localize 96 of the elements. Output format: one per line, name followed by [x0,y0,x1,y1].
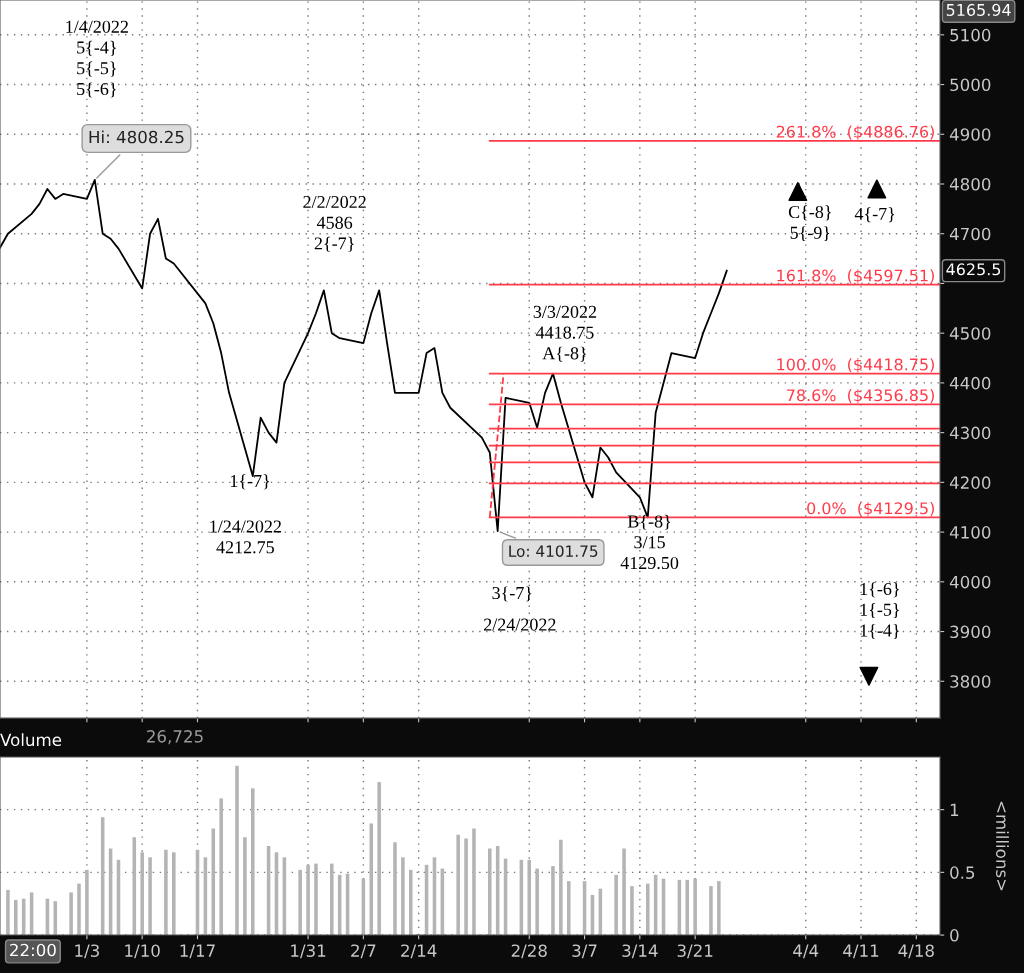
annotation: 2/2/2022 4586 2{-7} [303,195,366,252]
x-tick-label: 1/31 [291,944,326,959]
bar [645,883,650,936]
bar [306,864,310,936]
bar [456,834,460,936]
bar [527,859,532,936]
y-tick-label: 4300 [949,426,991,440]
bar [377,782,381,936]
bar [369,823,374,936]
bar [14,899,18,936]
series-label: 261.8% ($4886.76) [776,125,934,140]
y-tick-label: 3900 [950,625,991,639]
y-tick-label: 0.5 [950,866,975,879]
bar [251,788,255,936]
annotation: 3{-7} [492,586,532,602]
bar [219,798,223,936]
y-tick-label: 1 [950,803,959,816]
series-label: 78.6% ($4356.85) [787,388,934,404]
bar [77,883,81,936]
annotation: 3/3/2022 4418.75 A{-8} [533,305,597,362]
bar [464,838,468,936]
series-label: 100.0% ($4418.75) [777,358,934,373]
annotation: 4{-7} [854,207,895,223]
bar [472,828,476,936]
x-tick-label: 2/14 [401,944,437,959]
y-tick-label: 5000 [950,78,991,92]
x-tick-label: 4/4 [793,944,819,959]
bar [243,837,247,936]
y-tick-label: 4100 [949,526,991,539]
bar [330,863,334,936]
bar [614,874,618,936]
x-tick-label: 4/11 [843,944,879,959]
y-tick-label: 4900 [949,128,991,141]
bar [685,879,690,936]
series-label: 161.8% ($4597.51) [777,269,934,284]
y-tick-label: 0 [950,929,959,942]
annotation: 1/24/2022 4212.75 [210,520,281,554]
x-tick-label: 3/21 [677,944,713,959]
annotation: 2/24/2022 [484,618,556,631]
bar [298,869,302,936]
text: 5165.94 [946,3,1011,16]
point [859,666,879,686]
bar [535,868,539,936]
bar [314,863,318,936]
line-series [0,178,728,533]
bar [148,857,152,936]
y-tick-label: 4200 [949,476,991,489]
text: 22:00 [10,943,56,957]
x-tick-label: 3/14 [622,944,658,959]
bar [693,878,697,936]
series-label: 0.0% ($4129.5) [807,501,934,517]
bar [172,852,176,936]
bar [408,869,413,936]
y-tick-label: 4400 [949,376,991,390]
text: 26,725 [147,730,203,745]
x-tick-label: 4/18 [898,944,934,959]
y-tick-label: 4500 [949,327,991,340]
y-axis-title: <millions> [996,801,1009,891]
x-tick-label: 2/7 [351,944,376,959]
annotation: Lo: 4101.75 [509,545,598,557]
bar [487,848,492,936]
bar [622,848,626,936]
bar [630,886,634,936]
bar [566,881,571,936]
point [788,181,808,201]
y-tick-label: 4000 [949,575,991,589]
annotation: 1{-7} [230,474,270,490]
x-tick-label: 1/3 [75,944,99,959]
annotation: C{-8} 5{-9} [788,205,831,242]
bar [140,852,144,936]
bar [6,889,10,936]
bar [717,881,721,936]
y-tick-label: 4800 [949,177,991,191]
bar [235,765,239,936]
y-tick-label: 4700 [949,227,991,241]
point [867,179,887,199]
annotation: 1/4/2022 5{-4} 5{-5} 5{-6} [66,20,128,98]
annotation: B{-8} 3/15 4129.50 [620,514,679,570]
bar [393,842,397,936]
x-tick-label: 1/10 [125,944,160,959]
x-tick-label: 1/17 [180,944,215,959]
bar [551,866,555,936]
bar [164,849,168,936]
x-tick-label: 3/7 [572,944,597,959]
annotation: 1{-6} 1{-5} 1{-4} [860,582,899,639]
text: 4625.5 [946,263,1001,276]
y-tick-label: 5100 [950,28,991,42]
bar [401,857,405,936]
y-tick-label: 3800 [950,675,991,688]
bar [709,886,713,936]
x-tick-label: 2/28 [511,944,547,959]
bar [559,839,563,936]
bar [85,869,89,936]
bar [69,892,73,936]
chart-title: Volume [0,733,62,747]
annotation: Hi: 4808.25 [89,130,184,144]
